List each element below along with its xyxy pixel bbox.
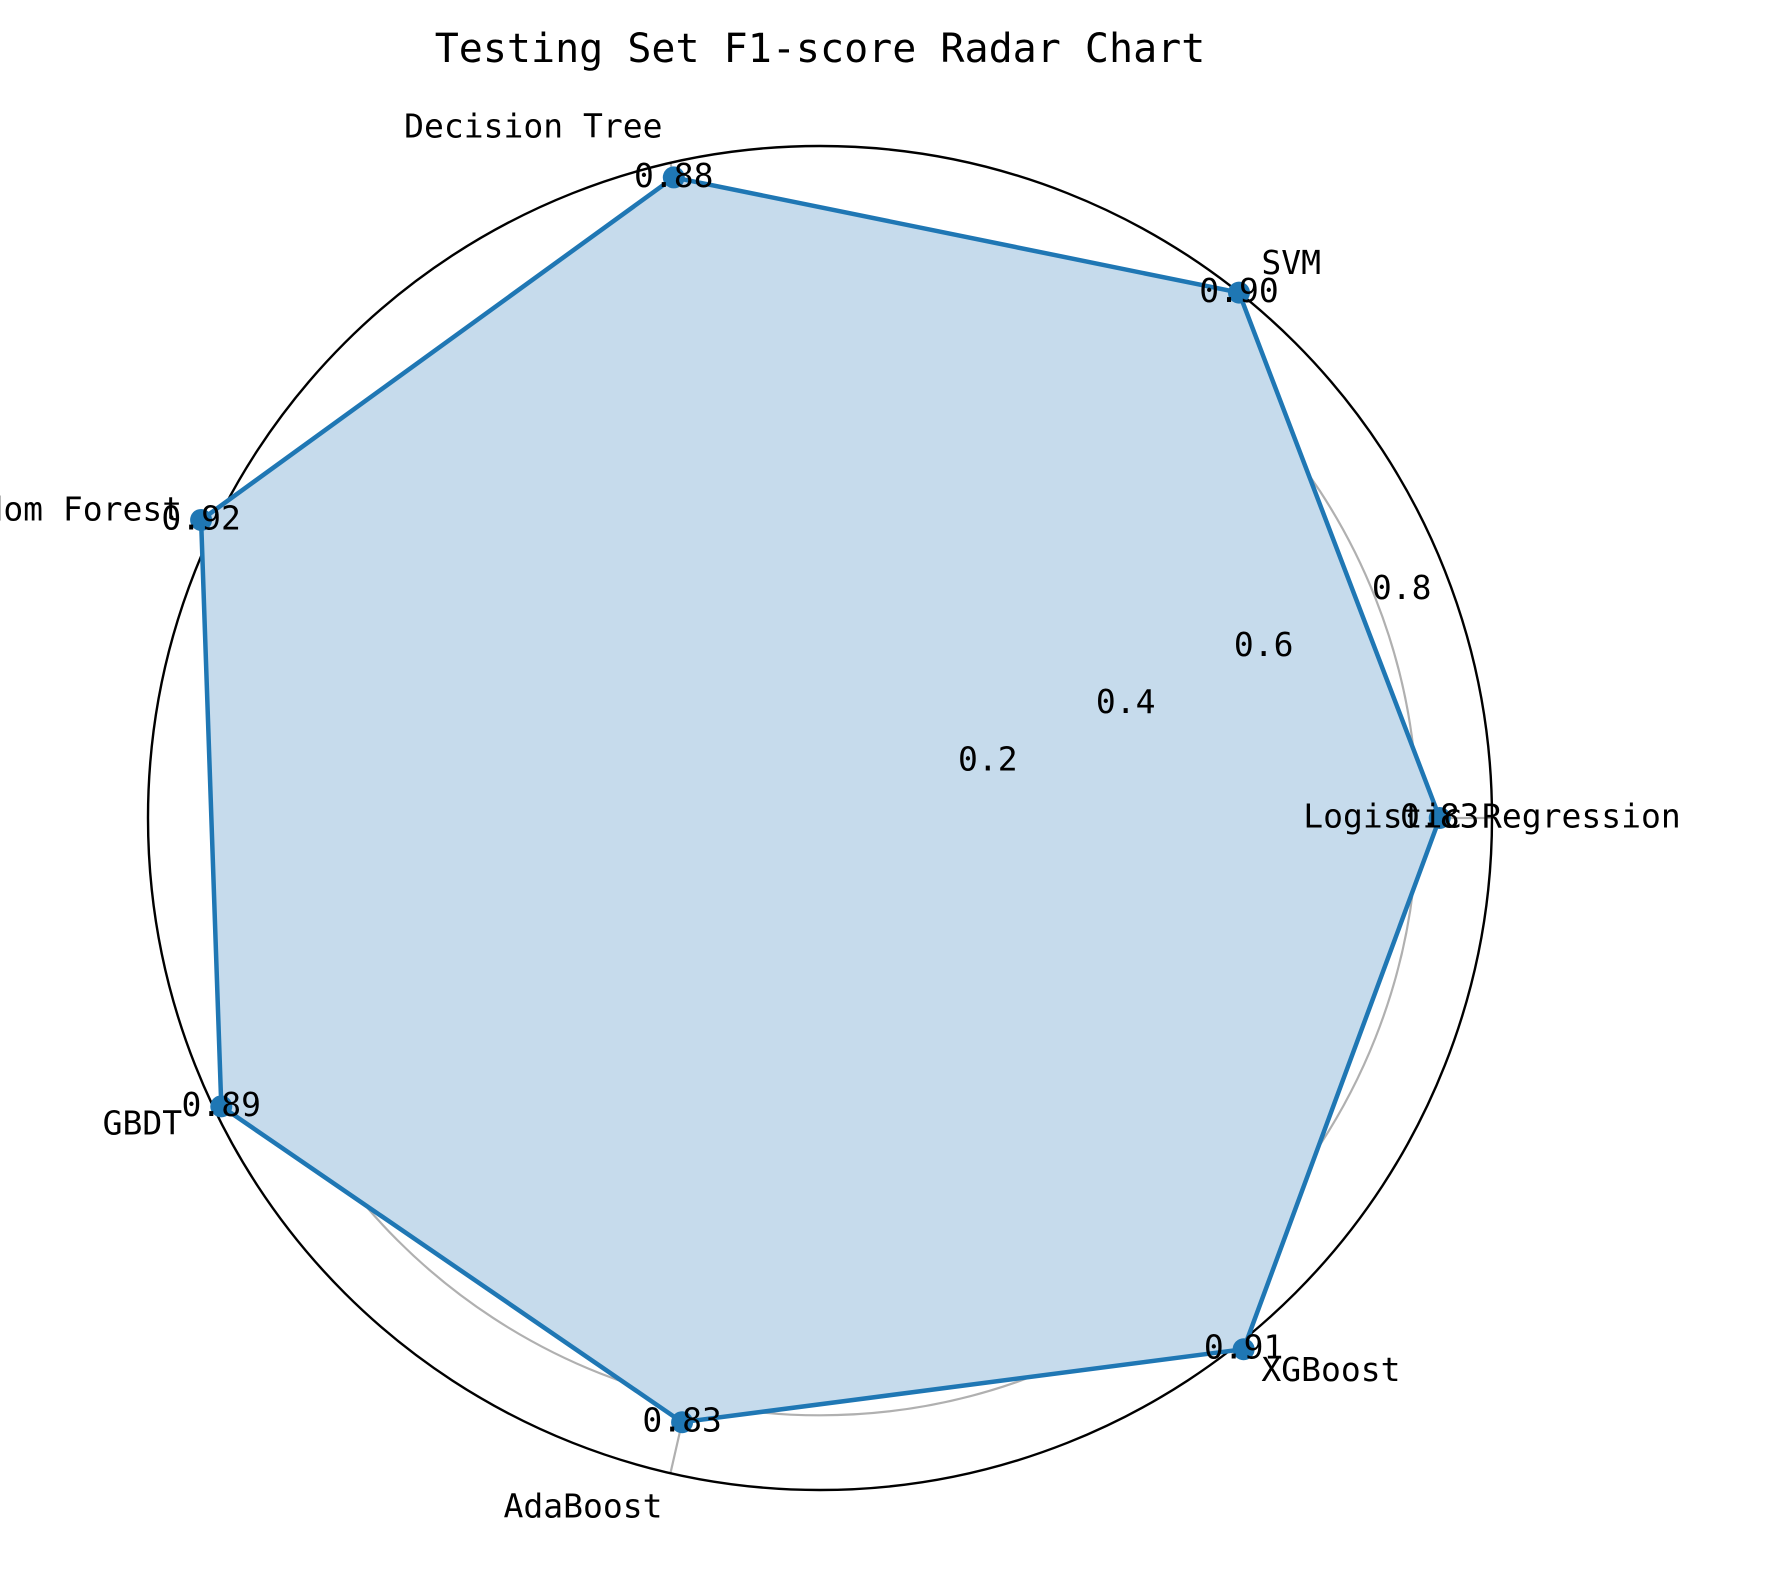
data-point: [210, 1095, 233, 1118]
data-value-label: 0.89: [182, 1085, 261, 1124]
r-tick-label: 0.2: [958, 739, 1018, 778]
r-tick-label: 0.8: [1372, 568, 1432, 607]
data-value-label: 0.91: [1204, 1328, 1283, 1367]
data-value-label: 0.83: [642, 1401, 721, 1440]
data-value-label: 0.83: [1400, 797, 1479, 836]
polar-frame: [146, 144, 1494, 1492]
category-label: XGBoost: [1261, 1350, 1400, 1389]
r-tick-label: 0.4: [1096, 682, 1156, 721]
data-point: [1232, 1338, 1255, 1361]
data-value-label: 0.90: [1199, 271, 1278, 310]
series-line: [198, 175, 1442, 1425]
category-label: GBDT: [103, 1104, 183, 1143]
label-layer: 0.2 0.4 0.6 0.8 0.83 0.90 0.88 0.92 0.89 0.83 0.91…: [0, 106, 1681, 1525]
category-label: Decision Tree: [404, 106, 662, 145]
chart-title: Testing Set F1-score Radar Chart: [435, 26, 1206, 72]
series-area: [201, 177, 1440, 1423]
category-label: Random Forest: [0, 489, 182, 528]
data-point: [190, 508, 213, 531]
category-label: SVM: [1261, 243, 1321, 282]
data-point: [1227, 281, 1250, 304]
data-layer: [190, 166, 1451, 1434]
data-point: [662, 166, 685, 189]
data-value-label: 0.92: [161, 498, 240, 537]
category-label: AdaBoost: [504, 1487, 663, 1526]
data-value-label: 0.88: [634, 156, 713, 195]
data-point: [1428, 807, 1451, 829]
r-tick-label: 0.6: [1234, 625, 1294, 664]
data-point: [671, 1411, 694, 1434]
category-label: Logistic Regression: [1303, 797, 1681, 836]
